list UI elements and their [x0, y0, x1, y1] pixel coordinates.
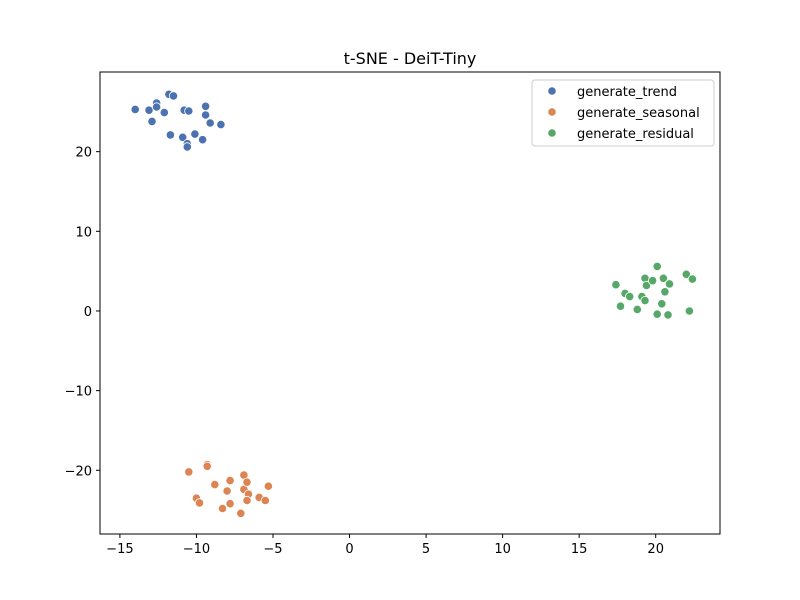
data-point-generate_residual	[640, 295, 650, 306]
data-point-generate_trend	[159, 108, 169, 118]
x-tick-label: 10	[494, 542, 511, 557]
data-point-generate_trend	[130, 104, 140, 115]
data-point-generate_trend	[182, 142, 192, 152]
legend-marker-generate_residual	[547, 128, 557, 138]
data-point-generate_seasonal	[260, 495, 270, 506]
legend-marker-generate_trend	[547, 86, 557, 96]
data-point-generate_trend	[201, 101, 211, 111]
data-point-generate_residual	[615, 301, 626, 311]
plot-area-frame	[99, 71, 721, 535]
data-point-generate_seasonal	[263, 481, 273, 491]
x-tick-label: −15	[106, 542, 133, 557]
data-point-generate_trend	[168, 91, 179, 101]
data-point-generate_seasonal	[222, 486, 232, 496]
legend-items: generate_trend generate_seasonal generate_…	[547, 85, 700, 142]
y-tick-label: 0	[84, 305, 92, 320]
data-point-generate_trend	[184, 106, 194, 116]
legend-marker-generate_seasonal	[547, 107, 557, 117]
data-point-generate_seasonal	[194, 498, 205, 508]
data-point-generate_residual	[660, 287, 670, 297]
data-point-generate_residual	[641, 280, 652, 291]
data-point-generate_seasonal	[217, 503, 228, 514]
data-point-generate_residual	[632, 304, 642, 314]
data-point-generate_residual	[681, 269, 691, 279]
data-point-generate_seasonal	[236, 508, 246, 518]
legend-label-generate_seasonal: generate_seasonal	[577, 106, 700, 121]
y-tick-label: 10	[75, 225, 92, 240]
x-tick-label: −10	[183, 542, 210, 557]
data-point-generate_seasonal	[210, 479, 220, 490]
data-point-generate_residual	[647, 276, 658, 286]
legend: generate_trend generate_seasonal generate_…	[531, 79, 715, 147]
data-point-generate_residual	[611, 280, 621, 290]
legend-label-generate_residual: generate_residual	[577, 127, 694, 142]
x-tick-label: 15	[571, 542, 588, 557]
data-point-generate_residual	[664, 279, 675, 289]
y-tick-label: 20	[75, 146, 92, 161]
data-point-generate_residual	[684, 306, 695, 316]
y-tick-label: −10	[65, 385, 92, 400]
data-point-generate_trend	[190, 129, 200, 139]
data-point-generate_seasonal	[242, 495, 252, 506]
x-tick-label: 0	[345, 542, 353, 557]
legend-frame	[531, 79, 715, 147]
data-point-generate_trend	[152, 102, 162, 112]
data-point-generate_trend	[201, 110, 211, 120]
data-point-generate_trend	[178, 132, 188, 142]
x-tick-label: 5	[422, 542, 430, 557]
data-point-generate_residual	[625, 291, 635, 302]
y-tick-label: −20	[65, 464, 92, 479]
data-point-generate_seasonal	[184, 467, 194, 477]
data-point-generate_seasonal	[225, 499, 235, 509]
data-point-generate_seasonal	[242, 477, 252, 487]
x-tick-label: 20	[647, 542, 664, 557]
data-point-generate_residual	[658, 273, 669, 283]
legend-label-generate_trend: generate_trend	[577, 85, 677, 100]
data-point-generate_residual	[663, 310, 673, 320]
data-point-generate_residual	[687, 274, 698, 284]
data-point-generate_trend	[198, 135, 208, 145]
data-points	[130, 89, 698, 518]
data-point-generate_residual	[652, 309, 662, 319]
data-point-generate_trend	[144, 105, 154, 115]
data-point-generate_seasonal	[225, 475, 235, 486]
axis-ticks: −15 −10 −5 0 5 10 15 20 −20 −10 0 10 20	[65, 146, 664, 557]
data-point-generate_residual	[657, 299, 667, 309]
data-point-generate_seasonal	[202, 461, 212, 471]
data-point-generate_trend	[205, 118, 215, 128]
data-point-generate_trend	[165, 130, 175, 140]
data-point-generate_trend	[147, 116, 157, 127]
data-point-generate_residual	[652, 261, 662, 271]
chart-title: t-SNE - DeiT-Tiny	[344, 49, 477, 68]
x-tick-label: −5	[263, 542, 282, 557]
data-point-generate_trend	[216, 120, 226, 130]
